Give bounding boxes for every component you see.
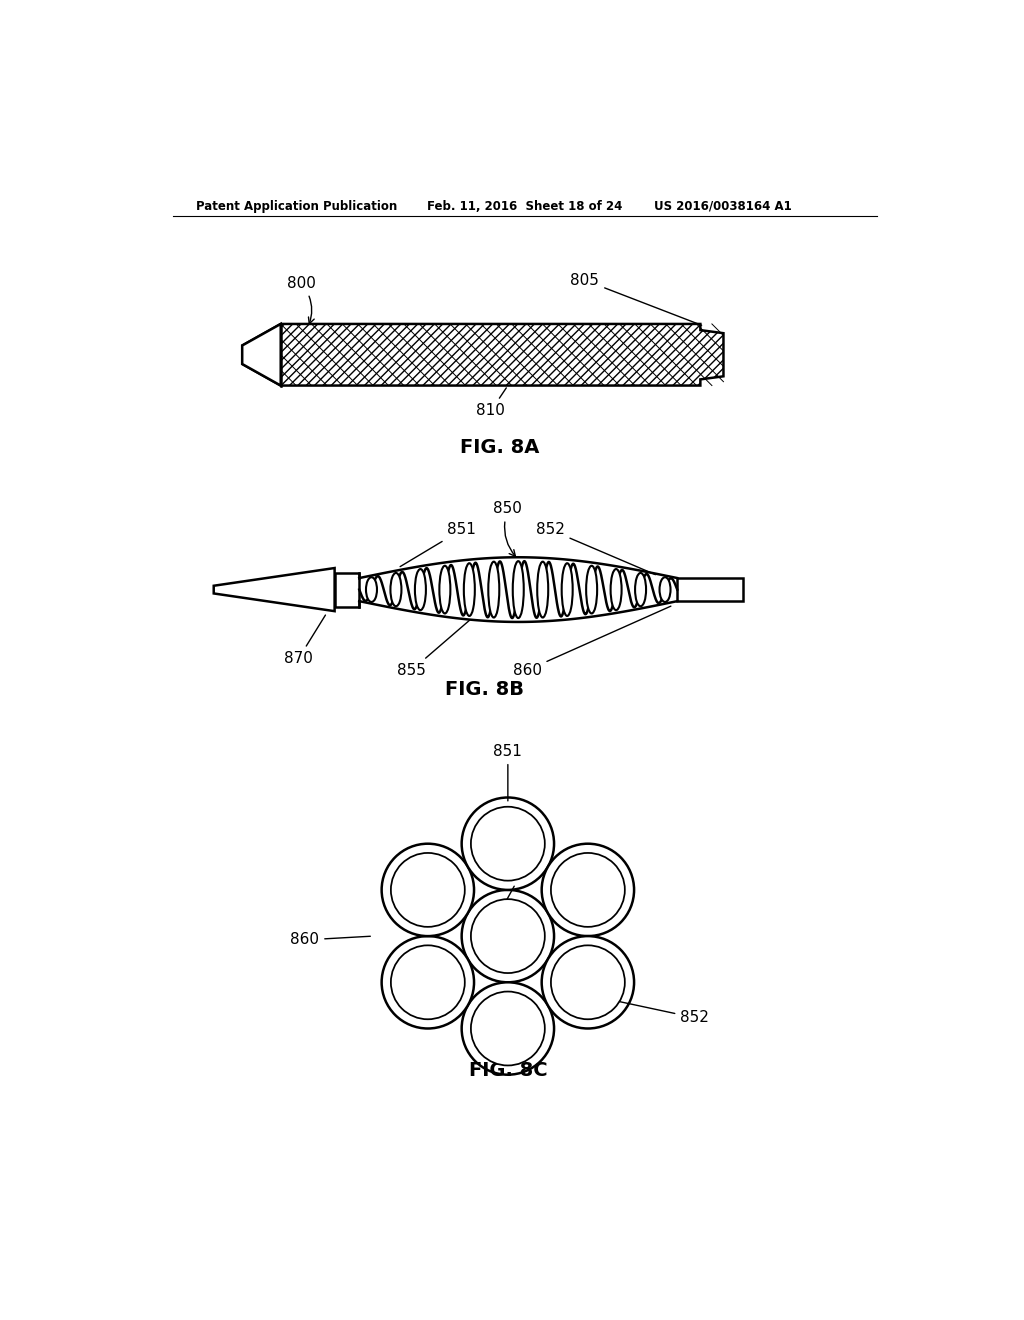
Circle shape (382, 936, 474, 1028)
Ellipse shape (390, 573, 401, 606)
Text: 852: 852 (618, 1002, 710, 1026)
Circle shape (542, 843, 634, 936)
Circle shape (391, 945, 465, 1019)
Circle shape (462, 982, 554, 1074)
Text: FIG. 8B: FIG. 8B (445, 680, 524, 700)
Text: 865: 865 (470, 886, 514, 948)
Ellipse shape (513, 561, 523, 618)
Text: 860: 860 (290, 932, 371, 948)
Text: 852: 852 (536, 523, 655, 574)
Text: 800: 800 (287, 276, 316, 323)
Polygon shape (243, 323, 724, 385)
Ellipse shape (488, 562, 500, 618)
Circle shape (391, 853, 465, 927)
Text: FIG. 8A: FIG. 8A (461, 438, 540, 457)
Ellipse shape (562, 564, 572, 616)
Circle shape (551, 853, 625, 927)
Text: 860: 860 (513, 606, 671, 677)
Ellipse shape (610, 569, 622, 610)
Ellipse shape (635, 573, 646, 606)
Circle shape (462, 890, 554, 982)
Circle shape (382, 843, 474, 936)
Text: 851: 851 (400, 523, 476, 566)
Ellipse shape (415, 569, 426, 610)
Text: 870: 870 (284, 615, 326, 667)
Ellipse shape (366, 577, 377, 602)
Ellipse shape (464, 564, 475, 616)
Text: US 2016/0038164 A1: US 2016/0038164 A1 (654, 199, 792, 213)
Text: 855: 855 (397, 620, 470, 677)
Ellipse shape (659, 577, 671, 602)
Text: Patent Application Publication: Patent Application Publication (196, 199, 397, 213)
Text: Feb. 11, 2016  Sheet 18 of 24: Feb. 11, 2016 Sheet 18 of 24 (427, 199, 623, 213)
Text: 810: 810 (476, 388, 506, 418)
Polygon shape (214, 568, 335, 611)
Text: FIG. 8C: FIG. 8C (469, 1061, 547, 1080)
Polygon shape (677, 578, 742, 601)
Circle shape (542, 936, 634, 1028)
Text: 805: 805 (570, 273, 701, 325)
Circle shape (471, 807, 545, 880)
Ellipse shape (439, 566, 451, 614)
Polygon shape (335, 573, 359, 607)
Ellipse shape (586, 566, 597, 614)
Text: 851: 851 (494, 744, 522, 801)
Circle shape (471, 991, 545, 1065)
Ellipse shape (538, 562, 548, 618)
Text: 850: 850 (494, 502, 522, 556)
Circle shape (462, 797, 554, 890)
Circle shape (551, 945, 625, 1019)
Polygon shape (243, 323, 281, 385)
Circle shape (471, 899, 545, 973)
